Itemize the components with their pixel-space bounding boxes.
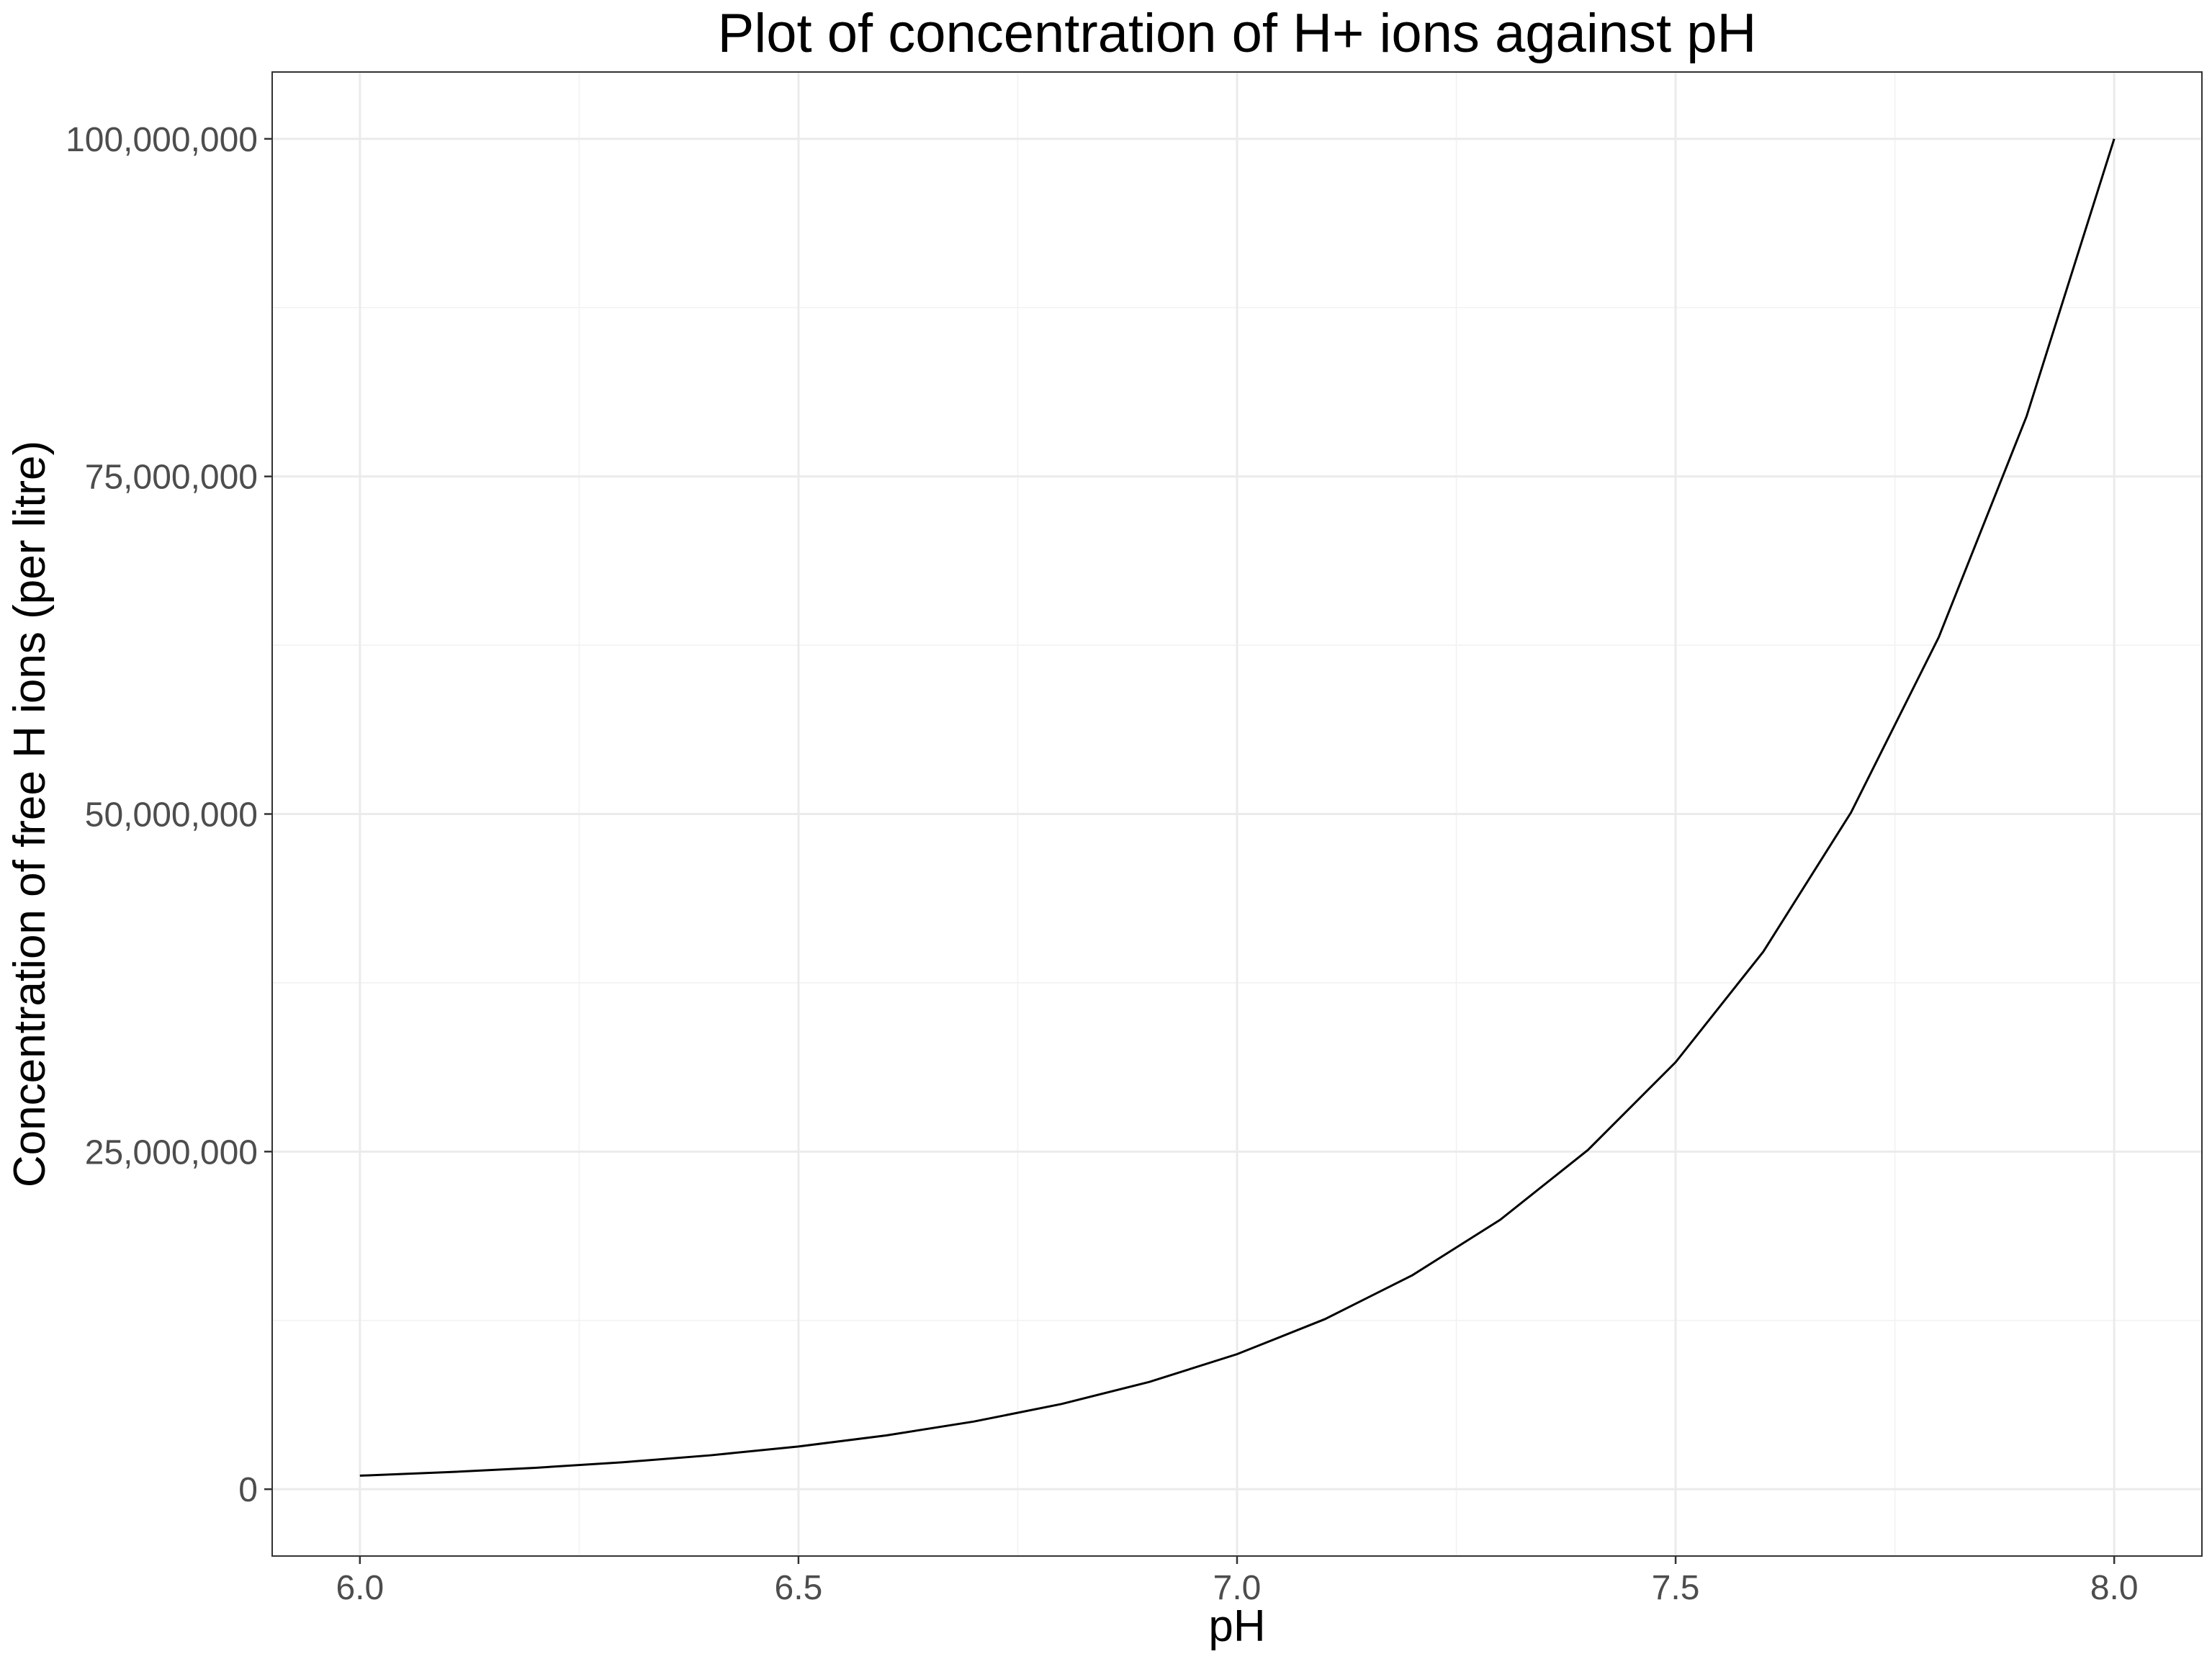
x-axis: 6.0 6.5 7.0 7.5 8.0 [336,1556,2139,1607]
chart-title: Plot of concentration of H+ ions against… [718,3,1757,64]
series-line [359,138,2116,1477]
x-tick-label: 6.0 [336,1569,384,1607]
x-tick-label: 8.0 [2090,1569,2139,1607]
series-layer [359,138,2116,1477]
x-axis-title: pH [1208,1601,1265,1651]
y-tick-label: 100,000,000 [66,121,258,159]
y-tick-label: 50,000,000 [85,796,258,835]
grid-layer [272,72,2202,1556]
x-tick-label: 7.5 [1652,1569,1700,1607]
y-tick-label: 0 [238,1471,258,1509]
y-tick-label: 75,000,000 [85,459,258,497]
x-tick-label: 6.5 [775,1569,823,1607]
y-axis-title: Concentration of free H ions (per litre) [5,441,55,1187]
y-axis: 0 25,000,000 50,000,000 75,000,000 100,000,0… [66,121,272,1509]
y-tick-label: 25,000,000 [85,1133,258,1172]
x-tick-label: 7.0 [1213,1569,1262,1607]
